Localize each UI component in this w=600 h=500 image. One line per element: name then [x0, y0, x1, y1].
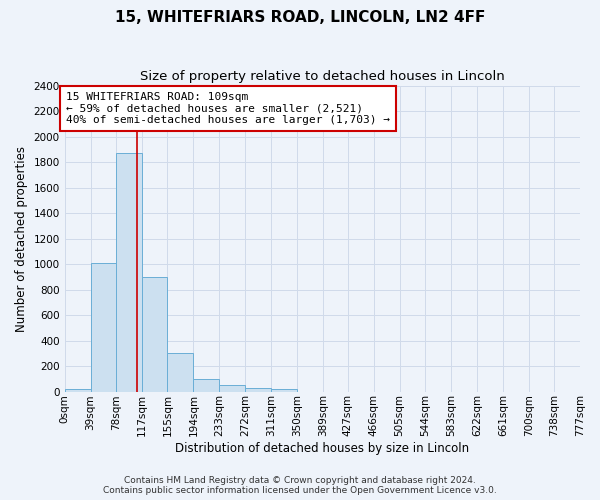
Text: 15 WHITEFRIARS ROAD: 109sqm
← 59% of detached houses are smaller (2,521)
40% of : 15 WHITEFRIARS ROAD: 109sqm ← 59% of det… — [66, 92, 390, 125]
Bar — [245, 388, 271, 392]
Title: Size of property relative to detached houses in Lincoln: Size of property relative to detached ho… — [140, 70, 505, 83]
Bar — [271, 389, 297, 392]
Bar — [193, 379, 219, 392]
Bar — [142, 277, 167, 392]
Text: Contains HM Land Registry data © Crown copyright and database right 2024.
Contai: Contains HM Land Registry data © Crown c… — [103, 476, 497, 495]
X-axis label: Distribution of detached houses by size in Lincoln: Distribution of detached houses by size … — [175, 442, 469, 455]
Bar — [116, 153, 142, 392]
Text: 15, WHITEFRIARS ROAD, LINCOLN, LN2 4FF: 15, WHITEFRIARS ROAD, LINCOLN, LN2 4FF — [115, 10, 485, 25]
Y-axis label: Number of detached properties: Number of detached properties — [15, 146, 28, 332]
Bar — [65, 389, 91, 392]
Bar — [219, 385, 245, 392]
Bar — [167, 354, 193, 392]
Bar — [91, 263, 116, 392]
